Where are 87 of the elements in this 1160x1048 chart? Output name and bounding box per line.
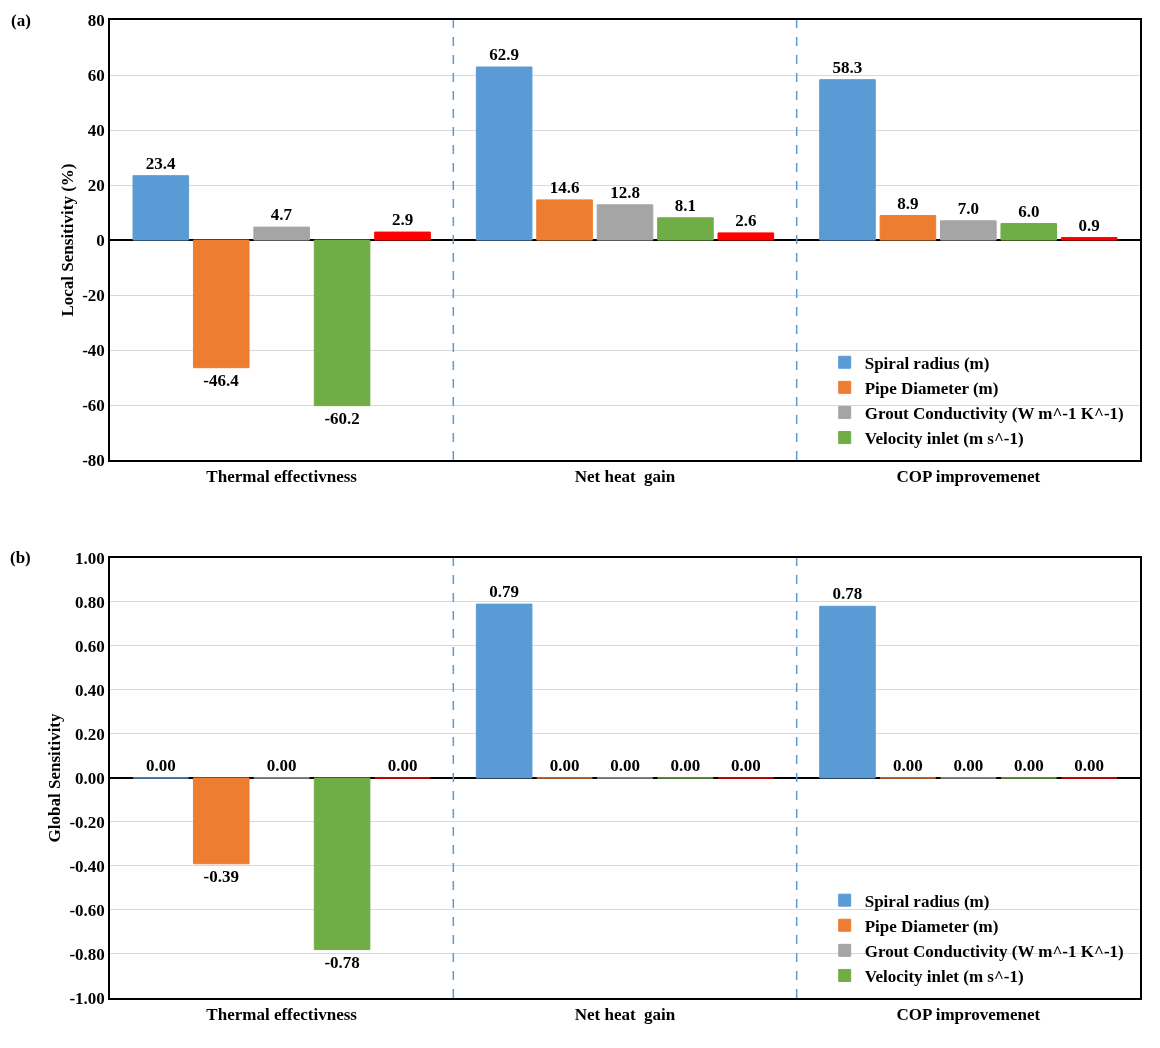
y-tick-label: 0 bbox=[96, 231, 105, 250]
data-label: 7.0 bbox=[957, 198, 979, 218]
bar bbox=[1060, 237, 1118, 241]
data-label: 4.7 bbox=[270, 205, 293, 225]
y-tick-label: 0.80 bbox=[75, 592, 105, 612]
data-label: 0.00 bbox=[145, 755, 176, 775]
data-label: 8.9 bbox=[897, 193, 919, 213]
data-label: 0.00 bbox=[266, 755, 297, 775]
data-label: 14.6 bbox=[549, 177, 580, 197]
y-tick-label: -60 bbox=[82, 396, 105, 416]
bar bbox=[940, 220, 997, 241]
bar bbox=[475, 603, 533, 779]
data-label: 0.00 bbox=[610, 755, 640, 775]
data-label: -0.78 bbox=[324, 952, 360, 972]
legend-label: Grout Conductivity (W m^-1 K^-1) bbox=[864, 941, 1124, 961]
data-label: 0.00 bbox=[549, 755, 580, 775]
x-tick-label: Thermal effectivness bbox=[206, 467, 358, 487]
y-tick-label: 80 bbox=[87, 10, 105, 30]
data-label: 0.00 bbox=[387, 755, 418, 775]
data-label: -46.4 bbox=[203, 370, 240, 390]
text: (a) bbox=[11, 11, 31, 30]
y-axis-title: Global Sensitivity bbox=[45, 712, 65, 843]
data-label: 23.4 bbox=[145, 153, 176, 173]
bar bbox=[879, 215, 937, 241]
data-label: -60.2 bbox=[324, 408, 360, 428]
bar bbox=[657, 217, 714, 241]
data-label: 6.0 bbox=[1018, 201, 1040, 221]
bar bbox=[819, 605, 876, 779]
y-tick-label: 20 bbox=[87, 175, 105, 195]
data-label: 0.79 bbox=[489, 582, 520, 602]
data-label: 2.9 bbox=[391, 210, 414, 230]
bar bbox=[313, 239, 371, 407]
data-label: 0.00 bbox=[1013, 755, 1044, 775]
bar bbox=[192, 239, 250, 369]
bar bbox=[132, 175, 190, 241]
legend-label: Pipe Diameter (m) bbox=[864, 916, 999, 936]
y-tick-label: -80 bbox=[82, 451, 105, 471]
data-label: 8.1 bbox=[674, 195, 697, 215]
data-label: -0.39 bbox=[203, 866, 239, 886]
data-label: 0.9 bbox=[1078, 215, 1100, 235]
x-tick-label: Net heat gain bbox=[574, 467, 676, 487]
legend-label: Pipe Diameter (m) bbox=[864, 378, 999, 398]
legend-label: Spiral radius (m) bbox=[864, 891, 990, 911]
bar bbox=[374, 231, 431, 241]
y-tick-label: 0.40 bbox=[75, 680, 105, 700]
text: (b) bbox=[10, 548, 31, 567]
y-tick-label: -40 bbox=[82, 341, 105, 361]
y-tick-label: 60 bbox=[87, 65, 105, 85]
x-tick-label: Thermal effectivness bbox=[206, 1005, 358, 1025]
legend-label: Velocity inlet (m s^-1) bbox=[864, 967, 1024, 987]
bar bbox=[1000, 223, 1058, 241]
data-label: 0.00 bbox=[1074, 755, 1105, 775]
bar bbox=[717, 232, 775, 241]
data-label: 0.78 bbox=[832, 584, 863, 604]
bar bbox=[536, 199, 593, 241]
x-tick-label: COP improvemenet bbox=[896, 467, 1041, 487]
x-tick-label: COP improvemenet bbox=[896, 1005, 1041, 1025]
data-label: 58.3 bbox=[832, 57, 863, 77]
y-axis-title: Local Sensitivity (%) bbox=[58, 163, 78, 317]
legend-label: Grout Conductivity (W m^-1 K^-1) bbox=[864, 404, 1124, 424]
y-tick-label: -0.60 bbox=[69, 900, 105, 920]
data-label: 0.00 bbox=[953, 755, 984, 775]
y-tick-label: 40 bbox=[87, 120, 105, 140]
y-tick-label: -0.80 bbox=[69, 944, 105, 964]
bar bbox=[475, 66, 533, 241]
y-tick-label: 0.00 bbox=[75, 768, 105, 788]
data-label: 0.00 bbox=[670, 755, 701, 775]
data-label: 0.00 bbox=[893, 755, 923, 775]
y-tick-label: 0.20 bbox=[75, 724, 105, 744]
y-tick-label: -1.00 bbox=[69, 988, 105, 1008]
data-label: 62.9 bbox=[489, 45, 520, 65]
x-tick-label: Net heat gain bbox=[574, 1005, 676, 1025]
bar bbox=[192, 777, 250, 865]
bar bbox=[253, 226, 310, 241]
y-tick-label: -0.40 bbox=[69, 856, 105, 876]
y-tick-label: 0.60 bbox=[75, 636, 105, 656]
data-label: 12.8 bbox=[610, 182, 640, 202]
bar bbox=[313, 777, 371, 951]
legend-label: Spiral radius (m) bbox=[864, 353, 990, 373]
bar bbox=[819, 79, 876, 241]
bar bbox=[596, 204, 654, 241]
y-tick-label: 1.00 bbox=[75, 548, 105, 568]
data-label: 2.6 bbox=[735, 210, 757, 230]
y-tick-label: -20 bbox=[82, 286, 105, 306]
legend-label: Velocity inlet (m s^-1) bbox=[864, 429, 1024, 449]
data-label: 0.00 bbox=[730, 755, 761, 775]
y-tick-label: -0.20 bbox=[69, 812, 105, 832]
